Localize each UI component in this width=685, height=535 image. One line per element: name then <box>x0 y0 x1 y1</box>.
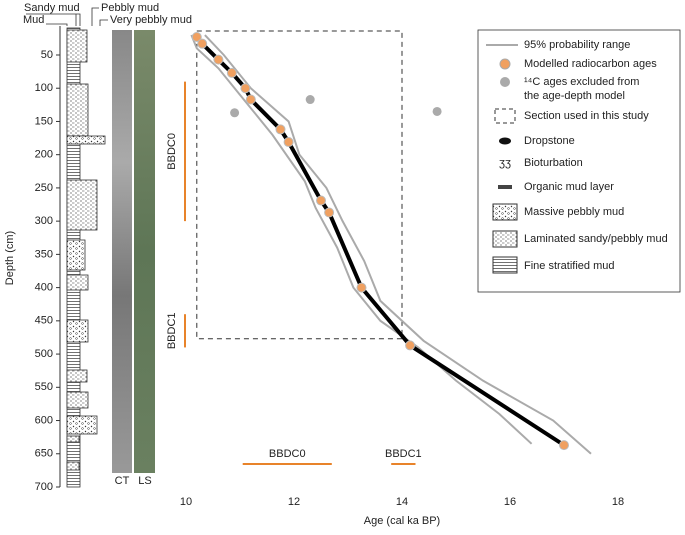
legend-label: Bioturbation <box>524 157 583 169</box>
legend-label: Organic mud layer <box>524 181 614 193</box>
x-tick-label: 10 <box>180 496 192 508</box>
ls-image <box>134 30 155 473</box>
y-tick-label: 300 <box>35 215 53 227</box>
modelled-age <box>324 207 335 218</box>
legend-label: Section used in this study <box>524 110 649 122</box>
y-tick-label: 250 <box>35 182 53 194</box>
modelled-age <box>191 32 202 43</box>
modelled-age <box>275 124 286 135</box>
legend-label: the age-depth model <box>524 90 625 102</box>
x-tick-label: 12 <box>288 496 300 508</box>
excluded-age <box>432 106 442 116</box>
x-tick-label: 16 <box>504 496 516 508</box>
y-tick-label: 500 <box>35 348 53 360</box>
x-tick-label: 14 <box>396 496 408 508</box>
modelled-age <box>197 38 208 49</box>
log-label: Mud <box>23 14 44 26</box>
y-tick-label: 100 <box>35 82 53 94</box>
modelled-age <box>405 340 416 351</box>
y-tick-label: 150 <box>35 115 53 127</box>
legend-label: Modelled radiocarbon ages <box>524 58 657 70</box>
modelled-age <box>356 282 367 293</box>
y-tick-label: 350 <box>35 248 53 260</box>
y-tick-label: 400 <box>35 282 53 294</box>
x-axis-title: Age (cal ka BP) <box>364 515 440 527</box>
modelled-age <box>316 195 326 206</box>
range-line <box>204 34 592 455</box>
y-tick-label: 450 <box>35 315 53 327</box>
y-axis-title: Depth (cm) <box>4 231 16 285</box>
interval-label: BBDC0 <box>269 448 306 460</box>
y-tick-label: 600 <box>35 414 53 426</box>
y-tick-label: 700 <box>35 481 53 493</box>
modelled-age <box>213 54 224 65</box>
excluded-age <box>230 108 240 118</box>
log-label: Sandy mud <box>24 2 80 14</box>
y-tick-label: 50 <box>41 49 53 61</box>
legend-label: Fine stratified mud <box>524 260 614 272</box>
log-label: CT <box>115 475 130 487</box>
modelled-age <box>240 83 251 94</box>
modelled-age <box>226 67 237 78</box>
svg-text:ʒʒ: ʒʒ <box>499 157 511 169</box>
legend-label: ¹⁴C ages excluded from <box>524 76 639 88</box>
modelled-age <box>245 94 256 105</box>
excluded-age <box>305 95 315 105</box>
interval-label: BBDC1 <box>166 312 178 349</box>
modelled-age <box>559 440 569 451</box>
legend: ʒʒ 95% probability range Modelled radioca… <box>477 29 681 293</box>
y-tick-label: 200 <box>35 149 53 161</box>
legend-label: Dropstone <box>524 135 575 147</box>
range-line <box>190 34 533 445</box>
x-tick-label: 18 <box>612 496 624 508</box>
log-label: LS <box>138 475 151 487</box>
log-label: Very pebbly mud <box>110 14 192 26</box>
log-label: Pebbly mud <box>101 2 159 14</box>
section-box <box>196 30 403 340</box>
ct-image <box>112 30 132 473</box>
interval-label: BBDC1 <box>385 448 422 460</box>
legend-label: Laminated sandy/pebbly mud <box>524 233 668 245</box>
modelled-age <box>283 137 294 148</box>
legend-swatch <box>492 256 518 274</box>
legend-label: 95% probability range <box>524 39 630 51</box>
y-tick-label: 650 <box>35 448 53 460</box>
y-tick-label: 550 <box>35 381 53 393</box>
lithology-log: Sandy mud Mud Pebbly mud Very pebbly mud… <box>23 2 192 488</box>
interval-label: BBDC0 <box>166 133 178 170</box>
legend-label: Massive pebbly mud <box>524 206 624 218</box>
